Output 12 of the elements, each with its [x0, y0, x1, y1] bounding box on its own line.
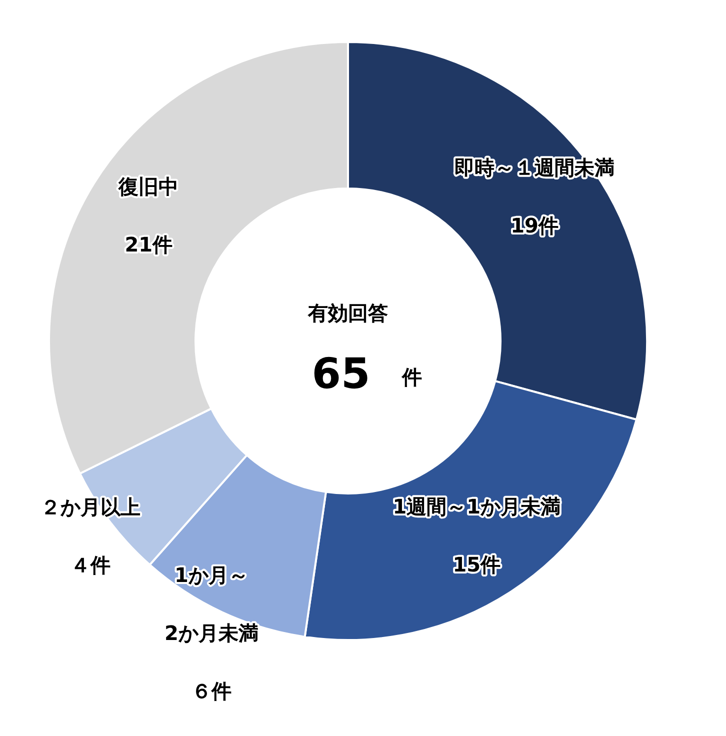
- data-label: 21件: [124, 232, 173, 256]
- slice-label: 1週間～1か月未満: [392, 494, 561, 519]
- text: 件: [401, 365, 422, 390]
- slice-label: 復旧中: [118, 174, 179, 198]
- category-label: 1か月～2か月未満: [164, 563, 258, 646]
- data-label: ４件: [70, 552, 111, 577]
- text: 有効回答: [307, 301, 388, 326]
- slice-label: ２か月以上: [40, 494, 141, 519]
- data-label: 19件: [510, 214, 558, 238]
- data-label: ６件: [191, 679, 232, 704]
- data-label: 15件: [452, 552, 501, 577]
- text: 65: [312, 348, 370, 398]
